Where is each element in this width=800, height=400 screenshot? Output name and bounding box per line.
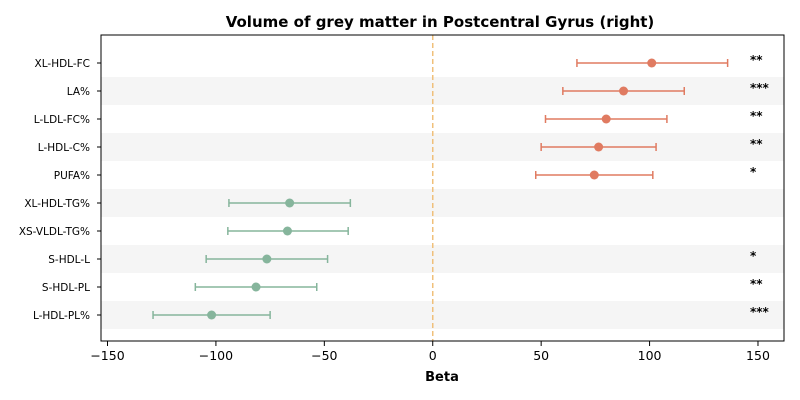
chart-title: Volume of grey matter in Postcentral Gyr… bbox=[226, 13, 655, 31]
y-tick-label: LA% bbox=[67, 86, 90, 98]
y-tick-label: XL-HDL-TG% bbox=[24, 198, 90, 210]
y-axis-ticks: XL-HDL-FC LA% L-LDL-FC% L-HDL-C% PUFA% XL-HDL… bbox=[19, 58, 101, 322]
plot-frame bbox=[100, 34, 785, 342]
row-band bbox=[101, 245, 784, 273]
significance-label: ** bbox=[750, 137, 763, 151]
data-point bbox=[601, 114, 611, 124]
significance-label: ** bbox=[750, 109, 763, 123]
data-point bbox=[251, 282, 261, 292]
data-point bbox=[647, 58, 657, 68]
y-tick-label: PUFA% bbox=[54, 170, 90, 182]
significance-label: * bbox=[750, 249, 757, 263]
data-point bbox=[207, 310, 217, 320]
data-point bbox=[594, 142, 604, 152]
y-tick-label: L-HDL-PL% bbox=[33, 310, 90, 322]
x-axis-label: Beta bbox=[425, 370, 459, 385]
significance-label: *** bbox=[750, 81, 770, 95]
data-point bbox=[619, 86, 629, 96]
data-point bbox=[589, 170, 599, 180]
row-bands bbox=[101, 77, 784, 329]
significance-label: * bbox=[750, 165, 757, 179]
y-tick-label: S-HDL-PL bbox=[42, 282, 90, 294]
y-tick-label: XS-VLDL-TG% bbox=[19, 226, 90, 238]
y-tick-label: S-HDL-L bbox=[48, 254, 90, 266]
x-tick-label: −50 bbox=[311, 348, 337, 363]
y-tick-label: XL-HDL-FC bbox=[35, 58, 90, 70]
y-tick-label: L-HDL-C% bbox=[38, 142, 90, 154]
data-point bbox=[262, 254, 272, 264]
x-tick-label: 50 bbox=[533, 348, 549, 363]
significance-label: ** bbox=[750, 53, 763, 67]
significance-labels: **************** bbox=[750, 53, 770, 319]
x-tick-label: −150 bbox=[90, 348, 124, 363]
row-band bbox=[101, 133, 784, 161]
row-band bbox=[101, 189, 784, 217]
x-tick-label: 150 bbox=[746, 348, 770, 363]
x-tick-label: 0 bbox=[429, 348, 437, 363]
y-tick-label: L-LDL-FC% bbox=[34, 114, 90, 126]
significance-label: *** bbox=[750, 305, 770, 319]
data-point bbox=[285, 198, 295, 208]
data-point bbox=[282, 226, 292, 236]
x-tick-label: 100 bbox=[638, 348, 662, 363]
x-tick-label: −100 bbox=[199, 348, 233, 363]
significance-label: ** bbox=[750, 277, 763, 291]
x-axis-ticks: −150 −100 −50 0 50 100 150 bbox=[90, 341, 770, 363]
data-points bbox=[207, 58, 657, 320]
